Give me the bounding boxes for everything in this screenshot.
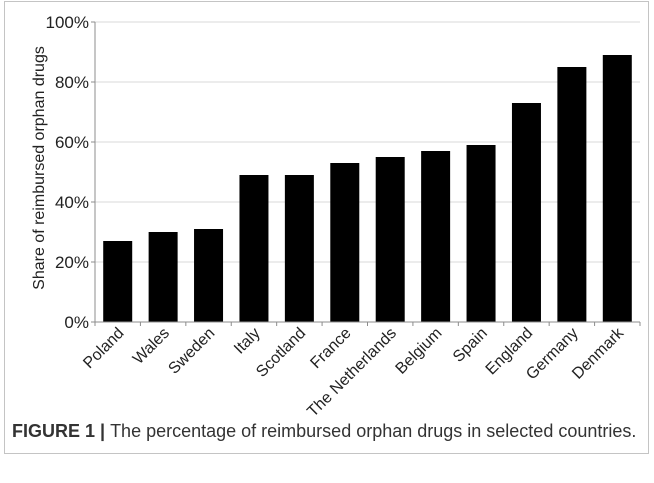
bar-belgium <box>421 151 451 322</box>
x-tick-label: Wales <box>130 325 173 368</box>
y-tick-label: 60% <box>55 133 89 152</box>
bar-denmark <box>602 55 632 322</box>
bar-germany <box>557 67 587 322</box>
x-tick-label: Sweden <box>165 325 218 378</box>
y-tick-label: 40% <box>55 193 89 212</box>
bar-england <box>511 103 541 322</box>
bar-poland <box>103 241 133 322</box>
x-tick-label: Denmark <box>569 324 628 383</box>
x-tick-label: Spain <box>450 325 491 366</box>
bar-wales <box>148 232 178 322</box>
y-tick-label: 80% <box>55 73 89 92</box>
figure-frame <box>4 1 649 454</box>
bar-italy <box>239 175 269 322</box>
caption-label: FIGURE 1 | <box>12 421 106 441</box>
x-tick-label: Belgium <box>393 325 446 378</box>
bar-sweden <box>194 229 224 322</box>
y-tick-label: 0% <box>64 313 89 332</box>
bar-scotland <box>284 175 314 322</box>
figure-caption: FIGURE 1 | The percentage of reimbursed o… <box>12 421 636 441</box>
caption-text: The percentage of reimbursed orphan drug… <box>110 421 637 441</box>
bar-spain <box>466 145 496 322</box>
y-tick-label: 20% <box>55 253 89 272</box>
y-axis-title: Share of reimbursed orphan drugs <box>31 46 48 290</box>
bar-france <box>330 163 360 322</box>
y-tick-label: 100% <box>46 13 89 32</box>
x-tick-label: Italy <box>231 325 264 358</box>
bar-the-netherlands <box>375 157 405 322</box>
x-tick-label: Scotland <box>253 325 309 381</box>
